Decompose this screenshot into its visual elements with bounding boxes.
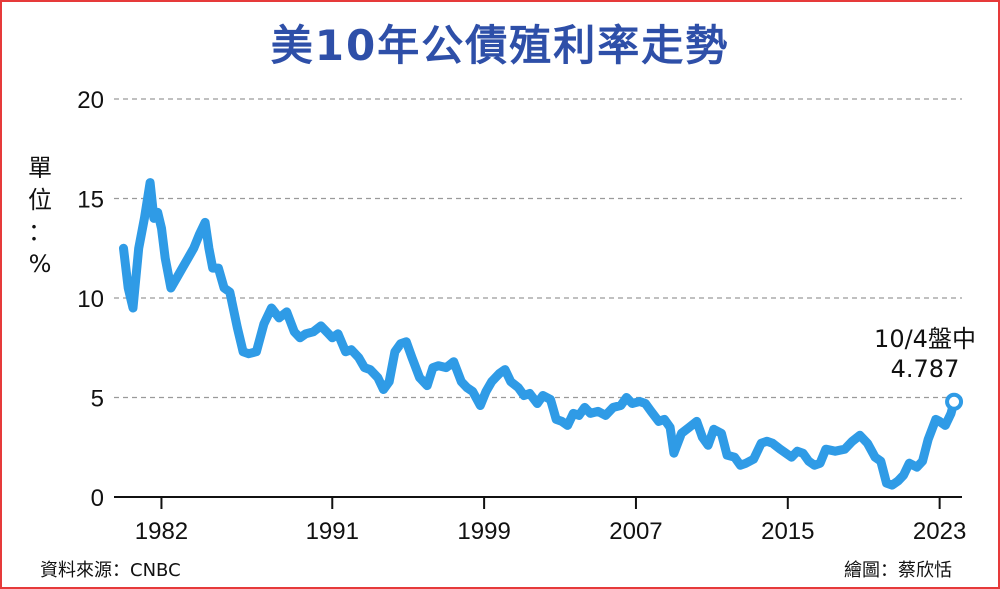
x-tick-label-1991: 1991 bbox=[306, 518, 359, 545]
unit-char-2: 位 bbox=[28, 186, 52, 214]
y-tick-label-0: 0 bbox=[91, 485, 104, 512]
annotation-value: 4.787 bbox=[890, 355, 960, 383]
x-tick-label-1999: 1999 bbox=[457, 518, 510, 545]
x-tick-label-2015: 2015 bbox=[761, 518, 814, 545]
x-tick-label-2023: 2023 bbox=[913, 518, 966, 545]
x-tick-label-1982: 1982 bbox=[135, 518, 188, 545]
y-tick-labels: 0 5 10 15 20 bbox=[77, 87, 104, 512]
y-tick-label-15: 15 bbox=[77, 187, 104, 214]
y-tick-label-5: 5 bbox=[91, 386, 104, 413]
x-tick-label-2007: 2007 bbox=[609, 518, 662, 545]
y-axis-unit-label: 單 位 ： % bbox=[20, 152, 60, 280]
source-note: 資料來源：CNBC bbox=[40, 560, 181, 581]
graphic-credit: 繪圖：蔡欣恬 bbox=[844, 560, 952, 581]
series-group bbox=[119, 178, 964, 490]
yield-line-series-0 bbox=[119, 178, 959, 490]
annotation-label: 10/4盤中 bbox=[874, 325, 976, 353]
y-tick-label-20: 20 bbox=[77, 87, 104, 114]
latest-value-annotation: 10/4盤中 4.787 bbox=[870, 324, 980, 384]
unit-char-3: ： bbox=[28, 218, 52, 246]
unit-char-4: % bbox=[28, 250, 52, 278]
x-axis: 1982 1991 1999 2007 2015 2023 bbox=[114, 496, 966, 545]
latest-value-marker bbox=[945, 392, 964, 411]
chart-title: 美10年公債殖利率走勢 bbox=[270, 21, 730, 70]
y-tick-label-10: 10 bbox=[77, 286, 104, 313]
unit-char-1: 單 bbox=[28, 154, 52, 182]
